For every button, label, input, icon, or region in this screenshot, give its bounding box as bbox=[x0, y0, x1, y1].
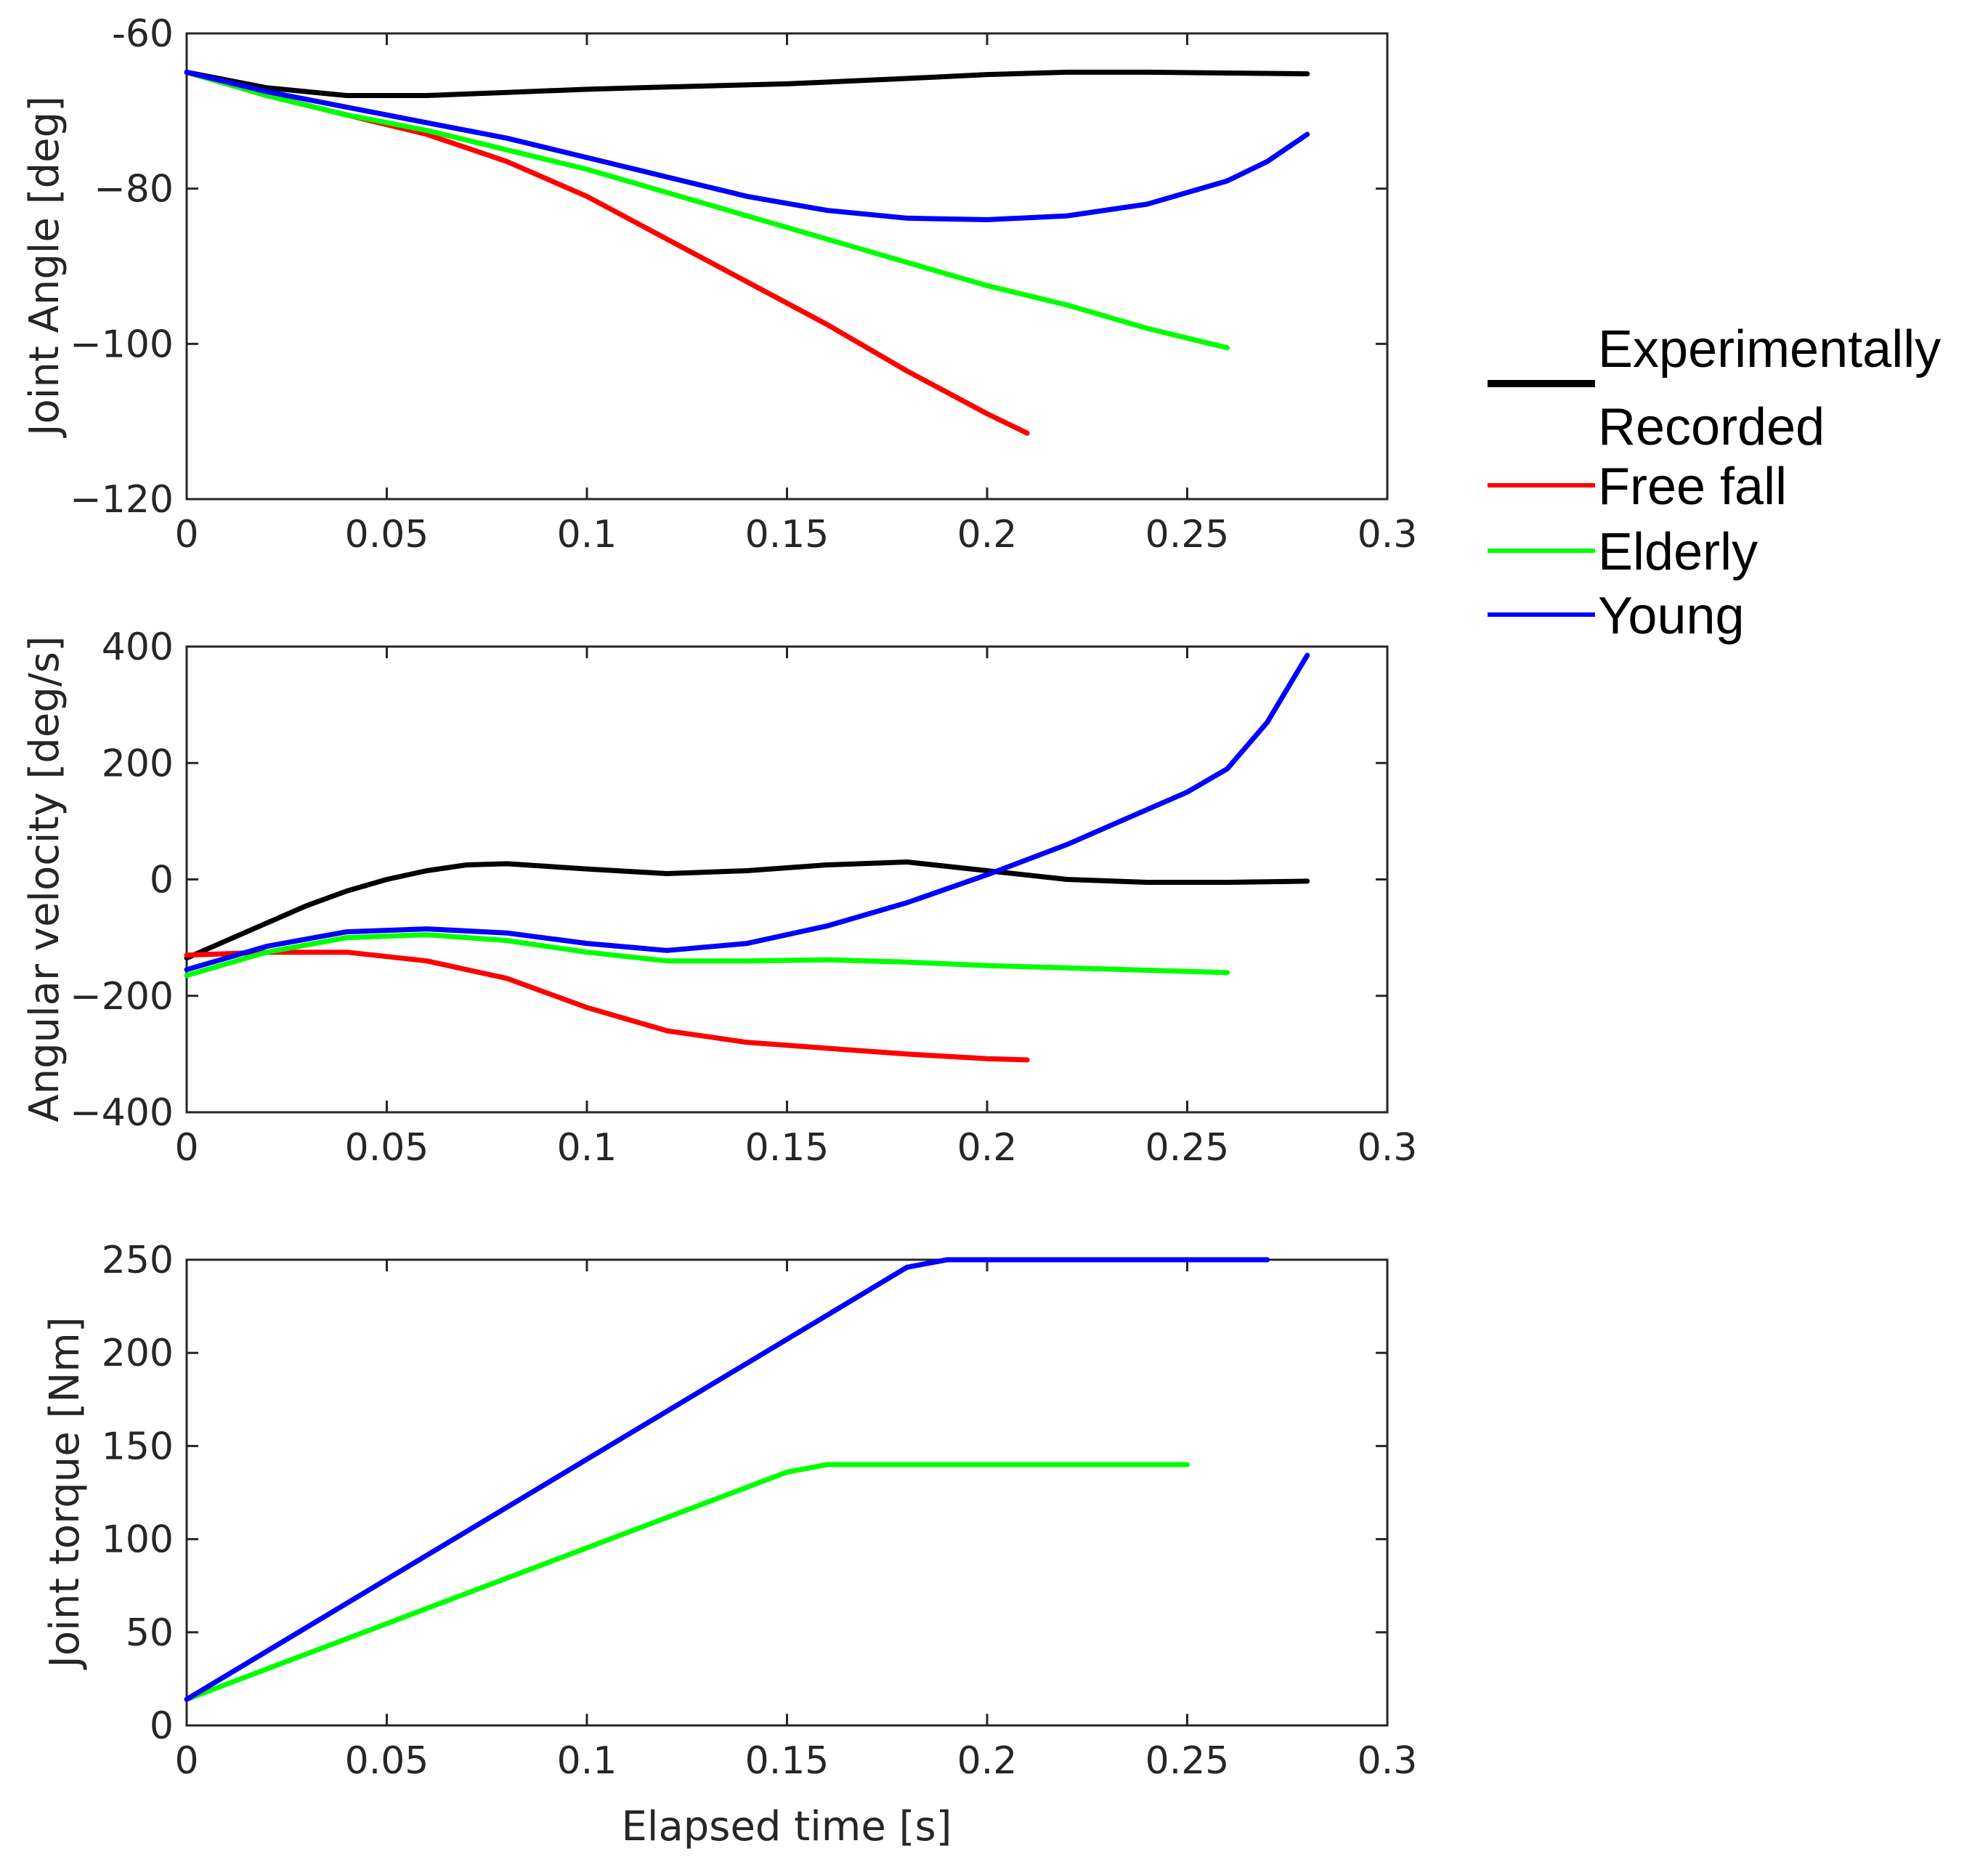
y-tick-label: 250 bbox=[102, 1239, 174, 1282]
x-tick-label: 0.05 bbox=[345, 1126, 429, 1170]
series-line-young bbox=[184, 1257, 1270, 1702]
velocity-series bbox=[184, 652, 1310, 1063]
series-line-elderly bbox=[184, 932, 1230, 979]
x-tick-label: 0 bbox=[174, 513, 198, 556]
y-tick-label: −80 bbox=[94, 168, 174, 211]
series-line-young bbox=[184, 652, 1310, 973]
torque-panel: 0 0.05 0.1 0.15 0.2 0.25 0.3 250 200 150 100 50 0 Jo… bbox=[41, 1239, 1417, 1850]
legend-label-experimental-line1: Experimentally bbox=[1598, 320, 1941, 379]
x-tick-label: 0.2 bbox=[957, 1739, 1018, 1783]
velocity-panel: 0 0.05 0.1 0.15 0.2 0.25 0.3 400 200 0 −200 −400 An… bbox=[21, 626, 1417, 1170]
y-tick-label: -60 bbox=[112, 12, 174, 56]
series-line-experimental bbox=[184, 859, 1310, 961]
x-tick-label: 0.15 bbox=[745, 1739, 829, 1783]
legend-label-elderly: Elderly bbox=[1598, 523, 1758, 581]
y-tick-label: −200 bbox=[70, 975, 174, 1019]
torque-axes-box bbox=[185, 1258, 1389, 1727]
legend-entry-elderly: Elderly bbox=[1488, 523, 1758, 581]
x-tick-label: 0.1 bbox=[557, 1126, 617, 1170]
angle-series bbox=[184, 69, 1310, 436]
torque-y-axis-label: Joint torque [Nm] bbox=[41, 1316, 89, 1669]
torque-series bbox=[184, 1257, 1270, 1702]
x-tick-label: 0.25 bbox=[1145, 513, 1230, 556]
x-tick-label: 0.05 bbox=[345, 1739, 429, 1783]
y-tick-label: 0 bbox=[150, 1704, 174, 1748]
legend-entry-free-fall: Free fall bbox=[1488, 458, 1787, 516]
y-tick-label: 0 bbox=[150, 859, 174, 902]
angle-ticks: 0 0.05 0.1 0.15 0.2 0.25 0.3 -60 −80 −100 −120 bbox=[70, 12, 1417, 556]
x-tick-label: 0.15 bbox=[745, 513, 829, 556]
x-tick-label: 0 bbox=[174, 1739, 198, 1783]
series-line-experimental bbox=[184, 69, 1310, 98]
series-line-free-fall bbox=[184, 950, 1030, 1063]
x-tick-label: 0.2 bbox=[957, 1126, 1018, 1170]
x-tick-label: 0.15 bbox=[745, 1126, 829, 1170]
x-tick-label: 0 bbox=[174, 1126, 198, 1170]
x-tick-label: 0.3 bbox=[1358, 1739, 1418, 1783]
velocity-y-axis-label: Angular velocity [deg/s] bbox=[21, 636, 68, 1122]
torque-x-axis-label: Elapsed time [s] bbox=[622, 1803, 952, 1850]
angle-axes-box bbox=[185, 32, 1389, 501]
x-tick-label: 0.3 bbox=[1358, 1126, 1418, 1170]
x-tick-label: 0.1 bbox=[557, 513, 617, 556]
series-line-elderly bbox=[184, 1462, 1190, 1702]
series-line-young bbox=[184, 69, 1310, 222]
y-tick-label: 400 bbox=[102, 626, 174, 669]
legend-label-experimental-line2: Recorded bbox=[1598, 398, 1825, 456]
y-tick-label: 150 bbox=[102, 1425, 174, 1468]
y-tick-label: −120 bbox=[70, 478, 174, 522]
legend-entry-young: Young bbox=[1488, 587, 1745, 645]
x-tick-label: 0.05 bbox=[345, 513, 429, 556]
x-tick-label: 0.3 bbox=[1358, 513, 1418, 556]
angle-panel: 0 0.05 0.1 0.15 0.2 0.25 0.3 -60 −80 −100 −120 Joi… bbox=[21, 12, 1417, 556]
series-line-elderly bbox=[184, 69, 1230, 351]
velocity-ticks: 0 0.05 0.1 0.15 0.2 0.25 0.3 400 200 0 −200 −400 bbox=[70, 626, 1417, 1170]
legend-label-free-fall: Free fall bbox=[1598, 458, 1787, 516]
x-tick-label: 0.25 bbox=[1145, 1739, 1230, 1783]
torque-ticks: 0 0.05 0.1 0.15 0.2 0.25 0.3 250 200 150 100 50 0 bbox=[102, 1239, 1418, 1783]
x-tick-label: 0.2 bbox=[957, 513, 1018, 556]
legend: Experimentally Recorded Free fall Elderl… bbox=[1488, 320, 1941, 645]
velocity-axes-box bbox=[185, 645, 1389, 1114]
angle-y-axis-label: Joint Angle [deg] bbox=[21, 96, 68, 438]
y-tick-label: −100 bbox=[70, 323, 174, 366]
legend-label-young: Young bbox=[1598, 587, 1745, 645]
legend-entry-experimental: Experimentally Recorded bbox=[1488, 320, 1941, 456]
y-tick-label: 200 bbox=[102, 1332, 174, 1375]
x-tick-label: 0.1 bbox=[557, 1739, 617, 1783]
y-tick-label: 200 bbox=[102, 742, 174, 785]
y-tick-label: 100 bbox=[102, 1518, 174, 1562]
y-tick-label: −400 bbox=[70, 1091, 174, 1135]
y-tick-label: 50 bbox=[126, 1611, 174, 1655]
x-tick-label: 0.25 bbox=[1145, 1126, 1230, 1170]
